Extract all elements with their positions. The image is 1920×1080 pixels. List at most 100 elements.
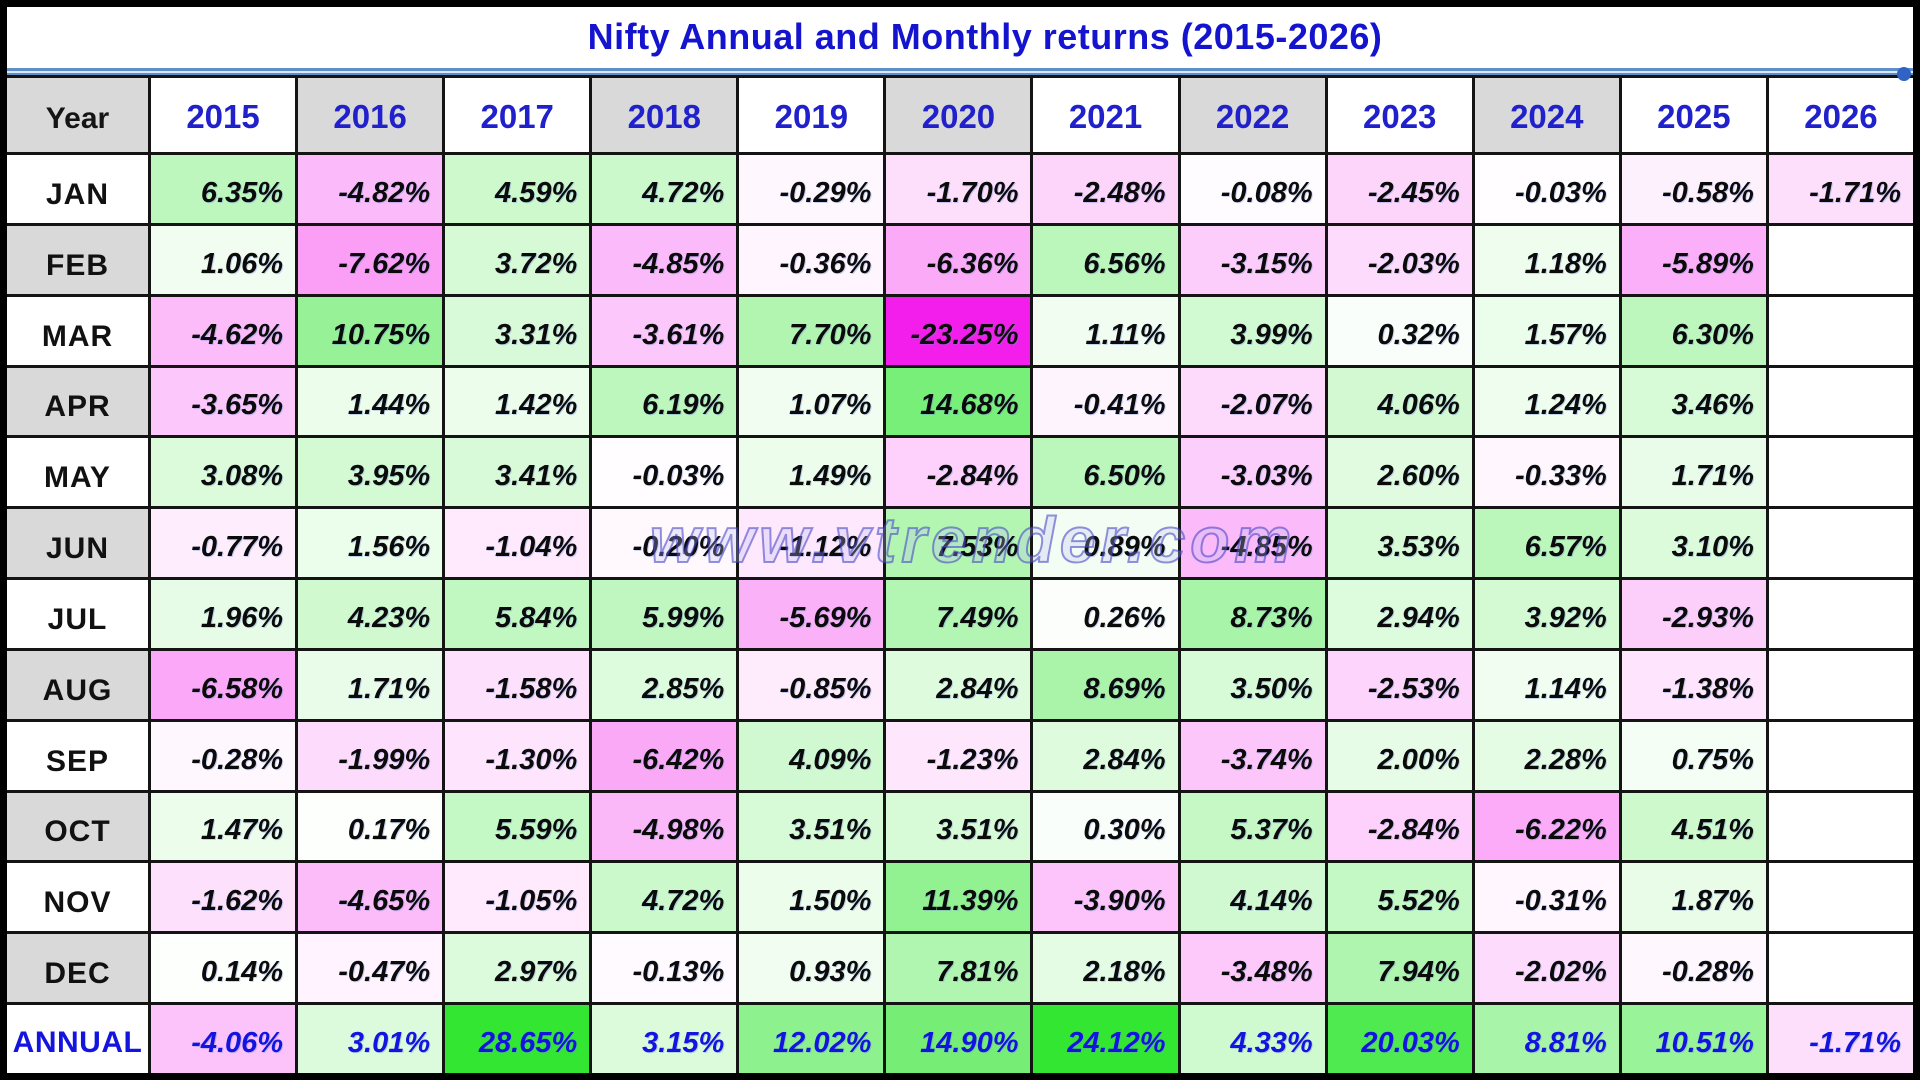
annual-return-cell: 8.81% xyxy=(1474,1005,1619,1073)
return-cell: 4.09% xyxy=(739,721,884,790)
return-cell: 0.30% xyxy=(1033,792,1178,861)
return-cell: 1.96% xyxy=(151,580,296,648)
return-cell: 3.92% xyxy=(1474,580,1619,648)
return-cell: 0.93% xyxy=(739,934,884,1003)
return-cell: -0.28% xyxy=(151,721,296,790)
return-cell: -2.53% xyxy=(1327,650,1472,719)
annual-return-cell: 12.02% xyxy=(739,1005,884,1073)
return-cell xyxy=(1768,225,1913,294)
row-label-jul: JUL xyxy=(7,580,148,648)
row-label-feb: FEB xyxy=(7,225,148,294)
return-cell: 11.39% xyxy=(886,863,1031,932)
return-cell: 5.84% xyxy=(445,580,590,648)
return-cell: 3.53% xyxy=(1327,509,1472,578)
return-cell: 5.37% xyxy=(1180,792,1325,861)
return-cell: 8.69% xyxy=(1033,650,1178,719)
return-cell: -3.61% xyxy=(592,296,737,365)
column-header-2019: 2019 xyxy=(739,78,884,152)
return-cell xyxy=(1768,863,1913,932)
return-cell: 1.42% xyxy=(445,367,590,436)
return-cell: 3.10% xyxy=(1621,509,1766,578)
return-cell: 4.51% xyxy=(1621,792,1766,861)
title-bar: Nifty Annual and Monthly returns (2015-2… xyxy=(7,7,1913,67)
return-cell: -0.58% xyxy=(1621,155,1766,223)
corner-header-year: Year xyxy=(7,78,148,152)
return-cell: -1.23% xyxy=(886,721,1031,790)
return-cell: -0.28% xyxy=(1621,934,1766,1003)
return-cell: -0.20% xyxy=(592,509,737,578)
return-cell: 7.70% xyxy=(739,296,884,365)
column-header-2017: 2017 xyxy=(445,78,590,152)
return-cell xyxy=(1768,650,1913,719)
return-cell: -6.42% xyxy=(592,721,737,790)
return-cell: 1.47% xyxy=(151,792,296,861)
return-cell: -2.02% xyxy=(1474,934,1619,1003)
column-header-2026: 2026 xyxy=(1768,78,1913,152)
return-cell xyxy=(1768,721,1913,790)
annual-return-cell: 24.12% xyxy=(1033,1005,1178,1073)
return-cell: -3.48% xyxy=(1180,934,1325,1003)
return-cell: 1.14% xyxy=(1474,650,1619,719)
return-cell xyxy=(1768,367,1913,436)
return-cell: -1.05% xyxy=(445,863,590,932)
return-cell: -3.90% xyxy=(1033,863,1178,932)
return-cell: 4.72% xyxy=(592,155,737,223)
return-cell: -1.62% xyxy=(151,863,296,932)
return-cell: 0.75% xyxy=(1621,721,1766,790)
annual-return-cell: 28.65% xyxy=(445,1005,590,1073)
annual-return-cell: 20.03% xyxy=(1327,1005,1472,1073)
return-cell: 4.72% xyxy=(592,863,737,932)
return-cell: 3.50% xyxy=(1180,650,1325,719)
return-cell: -0.31% xyxy=(1474,863,1619,932)
return-cell: -6.36% xyxy=(886,225,1031,294)
return-cell xyxy=(1768,509,1913,578)
return-cell xyxy=(1768,580,1913,648)
return-cell xyxy=(1768,934,1913,1003)
return-cell: 2.28% xyxy=(1474,721,1619,790)
column-header-2024: 2024 xyxy=(1474,78,1619,152)
return-cell: -1.71% xyxy=(1768,155,1913,223)
return-cell: -0.85% xyxy=(739,650,884,719)
return-cell: 1.87% xyxy=(1621,863,1766,932)
return-cell: -5.89% xyxy=(1621,225,1766,294)
return-cell: -2.84% xyxy=(886,438,1031,507)
return-cell: 1.11% xyxy=(1033,296,1178,365)
column-header-2016: 2016 xyxy=(298,78,443,152)
return-cell: -1.04% xyxy=(445,509,590,578)
return-cell: 7.94% xyxy=(1327,934,1472,1003)
return-cell: 6.35% xyxy=(151,155,296,223)
return-cell: 2.97% xyxy=(445,934,590,1003)
annual-return-cell: 3.15% xyxy=(592,1005,737,1073)
annual-return-cell: 3.01% xyxy=(298,1005,443,1073)
return-cell: 10.75% xyxy=(298,296,443,365)
return-cell: 1.71% xyxy=(298,650,443,719)
return-cell: -3.15% xyxy=(1180,225,1325,294)
return-cell: -6.22% xyxy=(1474,792,1619,861)
return-cell: -4.85% xyxy=(592,225,737,294)
row-label-aug: AUG xyxy=(7,650,148,719)
return-cell: 0.17% xyxy=(298,792,443,861)
row-label-dec: DEC xyxy=(7,934,148,1003)
column-header-2025: 2025 xyxy=(1621,78,1766,152)
return-cell: 0.26% xyxy=(1033,580,1178,648)
return-cell: 6.56% xyxy=(1033,225,1178,294)
row-label-sep: SEP xyxy=(7,721,148,790)
return-cell: -2.93% xyxy=(1621,580,1766,648)
return-cell: 2.85% xyxy=(592,650,737,719)
return-cell: 14.68% xyxy=(886,367,1031,436)
return-cell: -0.77% xyxy=(151,509,296,578)
return-cell: 3.41% xyxy=(445,438,590,507)
return-cell xyxy=(1768,438,1913,507)
return-cell: 3.51% xyxy=(886,792,1031,861)
column-header-2022: 2022 xyxy=(1180,78,1325,152)
return-cell: -0.41% xyxy=(1033,367,1178,436)
return-cell: 3.46% xyxy=(1621,367,1766,436)
return-cell: 1.49% xyxy=(739,438,884,507)
return-cell: -2.84% xyxy=(1327,792,1472,861)
row-label-mar: MAR xyxy=(7,296,148,365)
return-cell: 7.53% xyxy=(886,509,1031,578)
return-cell: 5.52% xyxy=(1327,863,1472,932)
row-label-apr: APR xyxy=(7,367,148,436)
return-cell: 3.51% xyxy=(739,792,884,861)
return-cell: 6.19% xyxy=(592,367,737,436)
